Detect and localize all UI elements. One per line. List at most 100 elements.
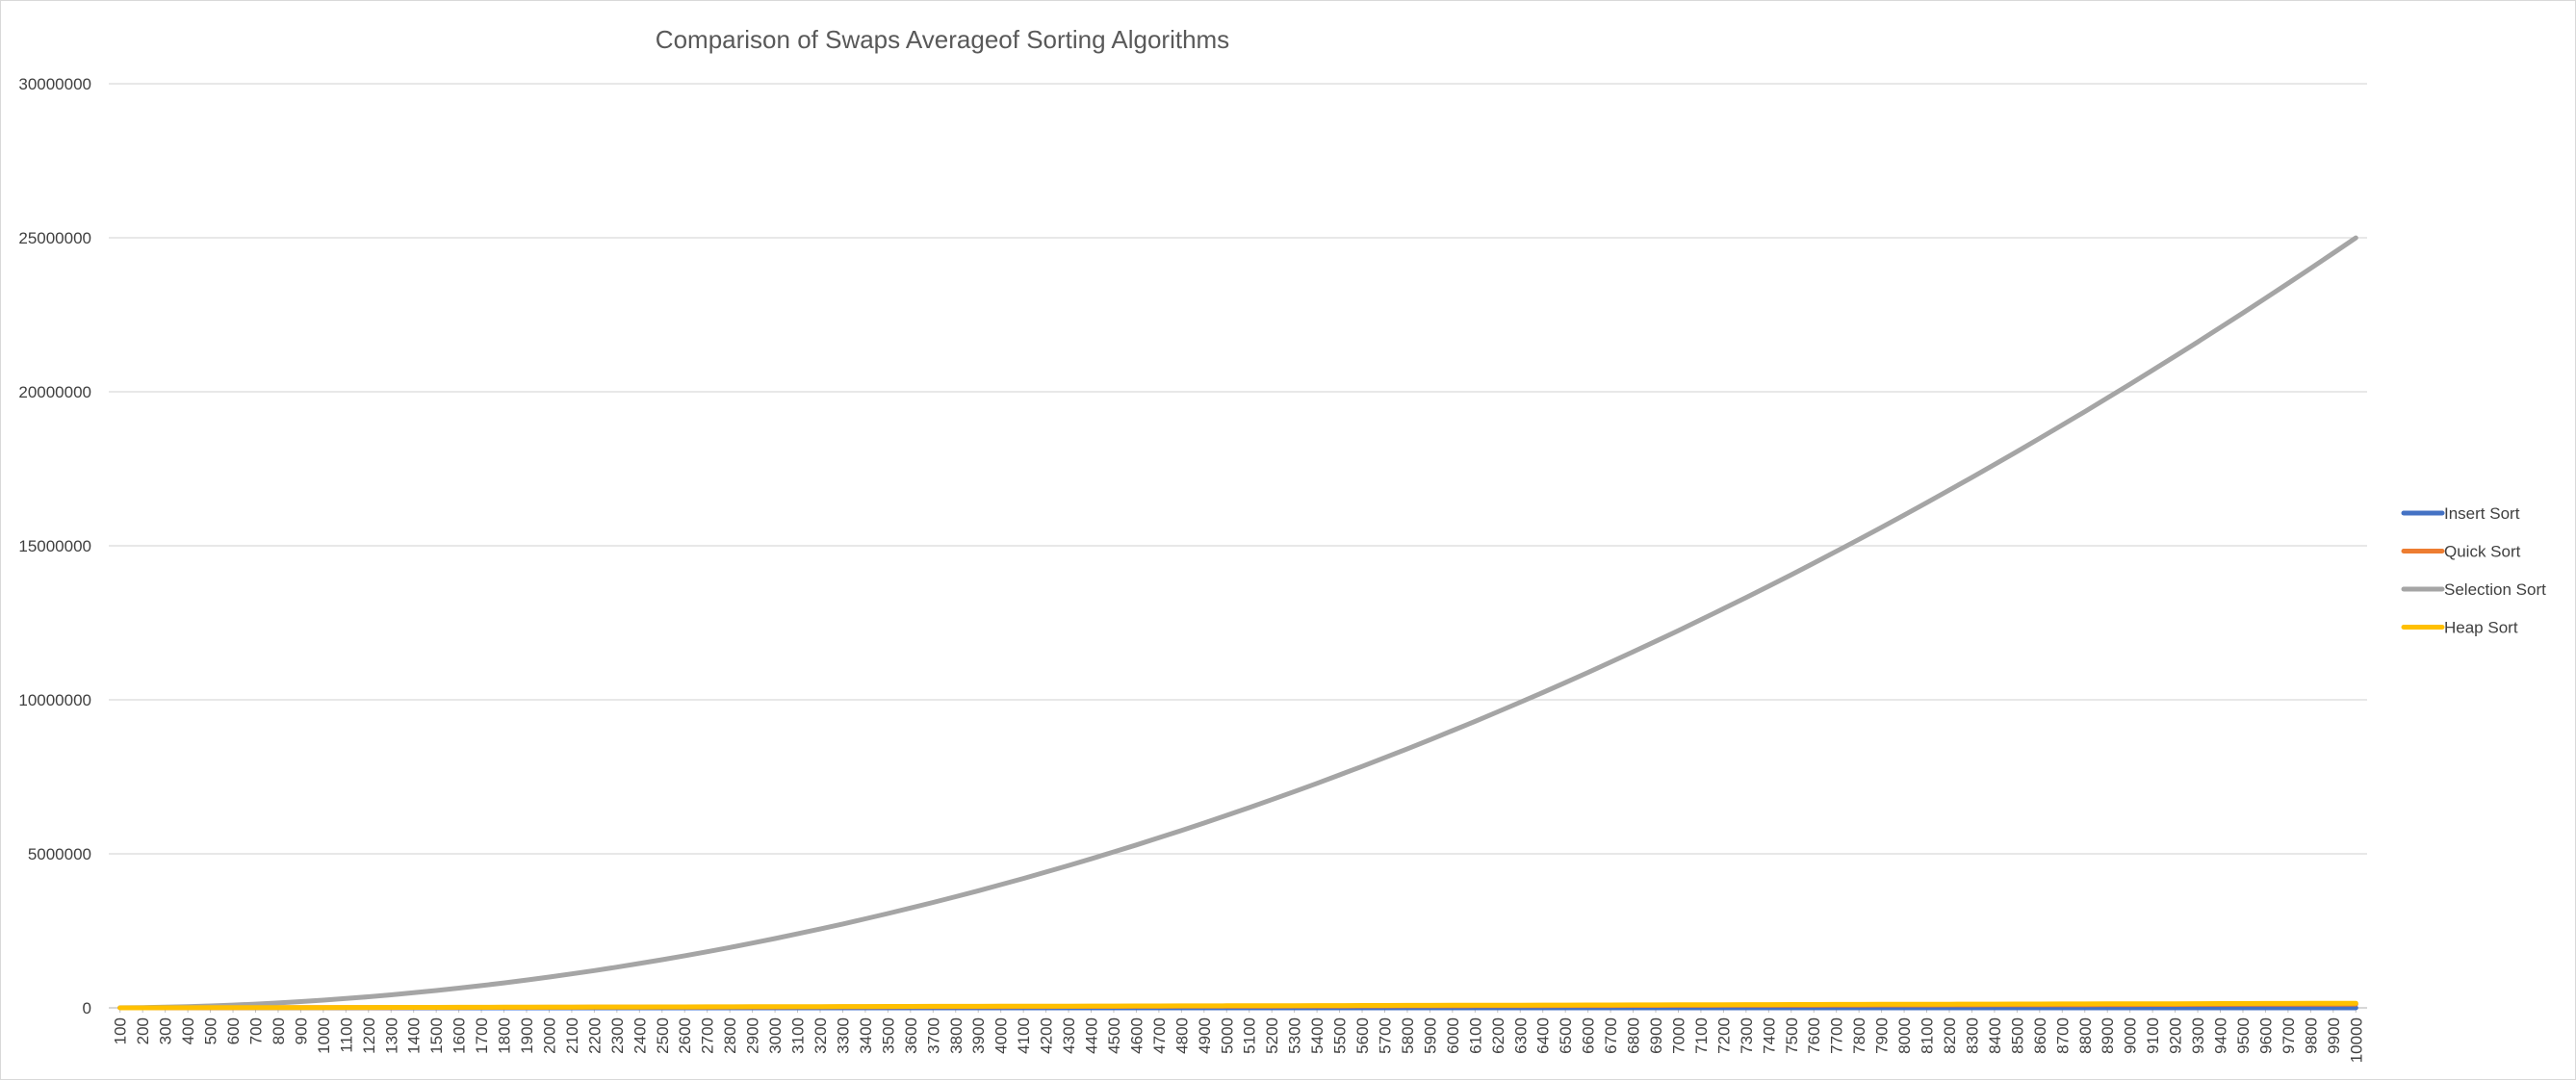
x-tick-label: 7800 (1850, 1017, 1868, 1054)
x-tick-label: 8000 (1895, 1017, 1914, 1054)
x-tick-label: 9000 (2122, 1017, 2140, 1054)
series-line-heap-sort (117, 1000, 2358, 1011)
x-tick-label: 5300 (1286, 1017, 1304, 1054)
x-tick-label: 3900 (969, 1017, 988, 1054)
y-tick-label: 0 (83, 999, 91, 1017)
x-tick-label: 3000 (766, 1017, 785, 1054)
x-tick-label: 5200 (1263, 1017, 1281, 1054)
x-tick-label: 2400 (631, 1017, 649, 1054)
x-axis-tick-labels: 100 200 300 400 500 600 700 800 900 1000 1100 1200 1… (112, 1008, 2365, 1063)
x-tick-label: 600 (224, 1017, 243, 1044)
x-tick-label: 9900 (2325, 1017, 2343, 1054)
x-tick-label: 7200 (1714, 1017, 1733, 1054)
x-tick-label: 4900 (1196, 1017, 1214, 1054)
x-tick-label: 1300 (382, 1017, 400, 1054)
y-tick-label: 20000000 (18, 383, 91, 401)
x-tick-label: 500 (202, 1017, 220, 1044)
x-tick-label: 1900 (518, 1017, 536, 1054)
x-tick-label: 3500 (879, 1017, 897, 1054)
x-tick-label: 6600 (1580, 1017, 1598, 1054)
x-tick-label: 8300 (1963, 1017, 1981, 1054)
x-tick-label: 2300 (608, 1017, 627, 1054)
x-tick-label: 7700 (1828, 1017, 1846, 1054)
x-tick-label: 6400 (1534, 1017, 1553, 1054)
x-tick-label: 2900 (744, 1017, 762, 1054)
x-tick-label: 7400 (1760, 1017, 1778, 1054)
x-tick-label: 6900 (1647, 1017, 1665, 1054)
x-tick-label: 4100 (1015, 1017, 1033, 1054)
x-tick-label: 7000 (1669, 1017, 1687, 1054)
x-tick-label: 900 (292, 1017, 310, 1044)
x-tick-label: 8600 (2031, 1017, 2049, 1054)
y-tick-label: 15000000 (18, 537, 91, 555)
x-tick-label: 5400 (1308, 1017, 1327, 1054)
x-tick-label: 6800 (1625, 1017, 1643, 1054)
x-tick-label: 2700 (699, 1017, 717, 1054)
x-tick-label: 8800 (2076, 1017, 2095, 1054)
x-tick-label: 8400 (1986, 1017, 2004, 1054)
x-tick-label: 5100 (1241, 1017, 1259, 1054)
legend: Insert Sort Quick Sort Selection Sort Heap … (2401, 504, 2546, 637)
x-tick-label: 9700 (2280, 1017, 2298, 1054)
x-tick-label: 3600 (902, 1017, 920, 1054)
x-tick-label: 10000 (2347, 1017, 2365, 1063)
x-tick-label: 4600 (1127, 1017, 1146, 1054)
x-tick-label: 3100 (789, 1017, 808, 1054)
x-tick-label: 4000 (992, 1017, 1011, 1054)
x-tick-label: 8500 (2008, 1017, 2026, 1054)
x-tick-label: 7600 (1805, 1017, 1823, 1054)
x-tick-label: 2000 (540, 1017, 558, 1054)
x-tick-label: 6500 (1557, 1017, 1575, 1054)
x-tick-label: 7300 (1738, 1017, 1756, 1054)
series-line-selection-sort (117, 235, 2358, 1011)
x-tick-label: 3400 (857, 1017, 875, 1054)
x-tick-label: 4300 (1060, 1017, 1078, 1054)
x-tick-label: 400 (179, 1017, 197, 1044)
y-tick-label: 25000000 (18, 229, 91, 247)
x-tick-label: 200 (134, 1017, 152, 1044)
x-tick-label: 7100 (1692, 1017, 1711, 1054)
x-tick-label: 5600 (1353, 1017, 1372, 1054)
x-tick-label: 5000 (1218, 1017, 1236, 1054)
legend-item: Insert Sort (2401, 504, 2520, 523)
x-tick-label: 6200 (1489, 1017, 1507, 1054)
x-tick-label: 800 (270, 1017, 288, 1044)
x-tick-label: 9800 (2302, 1017, 2320, 1054)
x-tick-label: 1400 (405, 1017, 424, 1054)
x-tick-label: 2100 (563, 1017, 581, 1054)
x-tick-label: 1600 (451, 1017, 469, 1054)
x-tick-label: 1100 (337, 1017, 355, 1053)
x-tick-label: 2500 (654, 1017, 672, 1054)
x-tick-label: 5500 (1331, 1017, 1350, 1054)
x-tick-label: 100 (112, 1017, 130, 1044)
x-tick-label: 7900 (1873, 1017, 1892, 1054)
x-tick-label: 6100 (1466, 1017, 1484, 1054)
y-tick-label: 10000000 (18, 691, 91, 709)
y-axis-tick-labels: 0 5000000 10000000 15000000 20000000 25000000… (18, 75, 91, 1017)
gridlines (109, 83, 2367, 1009)
x-tick-label: 700 (246, 1017, 265, 1044)
legend-label: Heap Sort (2444, 619, 2518, 637)
series-lines (117, 235, 2358, 1011)
x-tick-label: 4200 (1038, 1017, 1056, 1054)
x-tick-label: 5900 (1421, 1017, 1439, 1054)
x-tick-label: 3200 (811, 1017, 830, 1054)
x-tick-label: 3300 (834, 1017, 852, 1054)
x-tick-label: 9300 (2189, 1017, 2207, 1054)
x-tick-label: 4500 (1105, 1017, 1123, 1054)
x-tick-label: 1700 (473, 1017, 491, 1054)
x-tick-label: 1000 (315, 1017, 333, 1054)
x-tick-label: 7500 (1783, 1017, 1801, 1054)
y-tick-label: 30000000 (18, 75, 91, 93)
x-tick-label: 2600 (676, 1017, 694, 1054)
legend-label: Selection Sort (2444, 580, 2546, 599)
x-tick-label: 300 (157, 1017, 175, 1044)
x-tick-label: 6300 (1511, 1017, 1530, 1054)
x-tick-label: 9100 (2144, 1017, 2162, 1054)
x-tick-label: 8100 (1919, 1017, 1937, 1054)
x-tick-label: 5800 (1399, 1017, 1417, 1054)
legend-item: Heap Sort (2401, 619, 2518, 637)
x-tick-label: 2200 (585, 1017, 604, 1054)
x-tick-label: 9400 (2212, 1017, 2230, 1054)
